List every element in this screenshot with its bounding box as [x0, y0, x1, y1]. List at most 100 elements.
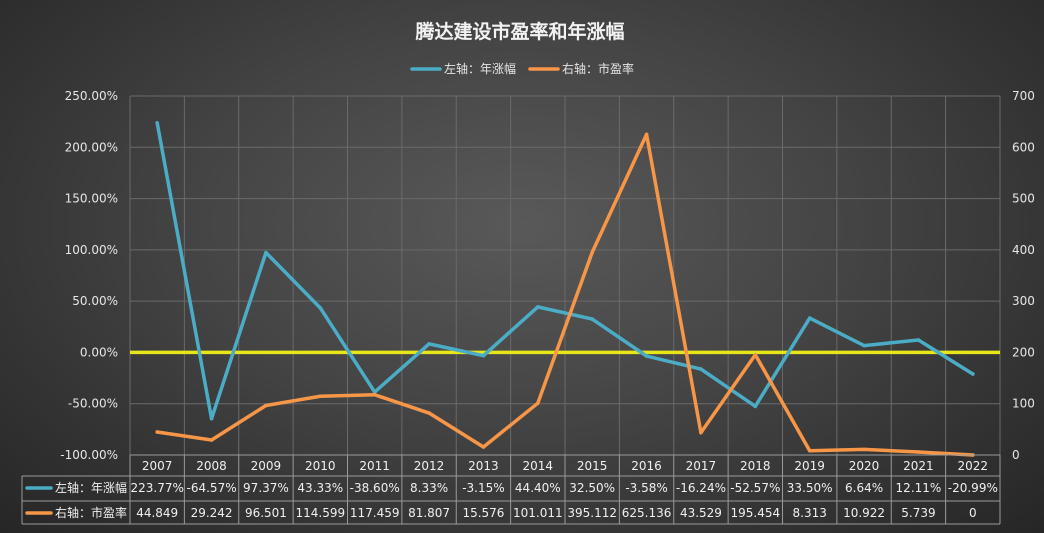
growth-data-point — [590, 317, 594, 321]
growth-data-point — [916, 338, 921, 342]
growth-series-line — [155, 121, 975, 421]
right-tick-label: 700 — [1012, 89, 1035, 103]
right-axis: 700 600 500 400 300 200 100 0 — [1012, 89, 1035, 462]
pe-data-label: 625.136 — [622, 506, 672, 520]
growth-data-label: -64.57% — [187, 481, 237, 495]
x-tick-label: 2017 — [686, 459, 717, 473]
x-tick-label: 2011 — [359, 459, 390, 473]
x-tick-label: 2021 — [903, 459, 934, 473]
pe-data-point — [264, 403, 268, 408]
pe-data-label: 29.242 — [191, 506, 233, 520]
growth-data-point — [807, 316, 812, 320]
pe-data-label: 5.739 — [901, 506, 935, 520]
growth-data-point — [753, 404, 758, 409]
growth-data-label: -3.58% — [625, 481, 667, 495]
right-tick-label: 0 — [1012, 448, 1020, 462]
growth-data-label: -3.15% — [462, 481, 504, 495]
growth-data-point — [372, 390, 377, 394]
growth-data-label: -20.99% — [948, 481, 998, 495]
data-table: 左轴：年涨幅 右轴：市盈率 2007 2008 2009 2010 2011 2012 20… — [21, 454, 1001, 525]
pe-data-point — [318, 394, 323, 399]
table-series-label-growth: 左轴：年涨幅 — [55, 480, 127, 495]
growth-data-point — [264, 250, 268, 255]
growth-data-label: 97.37% — [243, 481, 289, 495]
table-row-pe-header: 右轴：市盈率 — [25, 505, 127, 520]
x-tick-label: 2010 — [305, 459, 336, 473]
left-tick-label: 50.00% — [72, 294, 118, 308]
pe-data-label: 10.922 — [843, 506, 885, 520]
pe-data-label: 195.454 — [731, 506, 781, 520]
left-tick-label: 100.00% — [65, 243, 118, 257]
growth-data-label: 32.50% — [569, 481, 615, 495]
x-tick-label: 2016 — [631, 459, 662, 473]
pe-data-label: 81.807 — [408, 506, 450, 520]
pe-data-label: 101.011 — [513, 506, 563, 520]
pe-data-point — [372, 392, 377, 397]
legend-label-growth: 左轴：年涨幅 — [444, 61, 516, 76]
pe-data-label: 395.112 — [567, 506, 617, 520]
legend: 左轴：年涨幅 右轴：市盈率 — [410, 61, 634, 76]
pe-data-label: 43.529 — [680, 506, 722, 520]
pe-data-point — [699, 430, 703, 435]
pe-data-point — [427, 411, 431, 415]
pe-data-point — [916, 450, 921, 454]
right-tick-label: 400 — [1012, 243, 1035, 257]
pe-data-point — [209, 438, 214, 442]
growth-data-point — [699, 367, 703, 371]
growth-data-label: -52.57% — [730, 481, 780, 495]
pe-data-point — [155, 430, 159, 434]
pe-series-line — [155, 132, 975, 457]
growth-data-label: 33.50% — [787, 481, 833, 495]
right-tick-label: 500 — [1012, 192, 1035, 206]
pe-data-point — [807, 448, 812, 453]
x-tick-label: 2013 — [468, 459, 499, 473]
growth-data-label: 43.33% — [297, 481, 343, 495]
table-series-label-pe: 右轴：市盈率 — [55, 505, 127, 520]
growth-data-label: -16.24% — [676, 481, 726, 495]
growth-data-point — [155, 121, 159, 125]
x-tick-label: 2009 — [251, 459, 282, 473]
growth-data-point — [536, 305, 540, 309]
pe-data-label: 15.576 — [462, 506, 504, 520]
left-tick-label: -50.00% — [68, 397, 118, 411]
right-tick-label: 200 — [1012, 345, 1035, 359]
growth-data-label: 6.64% — [845, 481, 883, 495]
x-tick-label: 2008 — [196, 459, 227, 473]
growth-data-point — [862, 343, 866, 348]
growth-data-label: 223.77% — [130, 481, 183, 495]
pe-data-label: 44.849 — [136, 506, 178, 520]
growth-data-label: 12.11% — [896, 481, 942, 495]
growth-data-point — [427, 342, 431, 346]
left-axis: 250.00% 200.00% 150.00% 100.00% 50.00% 0.00% -… — [60, 89, 118, 462]
left-tick-label: -100.00% — [60, 448, 118, 462]
pe-data-point — [862, 447, 866, 452]
growth-data-point — [481, 353, 486, 358]
left-tick-label: 200.00% — [65, 140, 118, 154]
growth-data-label: -38.60% — [350, 481, 400, 495]
x-tick-label: 2018 — [740, 459, 771, 473]
left-tick-label: 0.00% — [80, 345, 118, 359]
growth-data-label: 8.33% — [410, 481, 448, 495]
pe-data-label: 96.501 — [245, 506, 287, 520]
series-lines — [155, 121, 975, 457]
right-tick-label: 300 — [1012, 294, 1035, 308]
growth-data-point — [209, 416, 214, 421]
pe-data-label: 8.313 — [793, 506, 827, 520]
table-row-growth-header: 左轴：年涨幅 — [25, 480, 127, 495]
pe-data-point — [644, 132, 649, 137]
x-tick-label: 2020 — [849, 459, 880, 473]
pe-data-point — [590, 250, 594, 255]
right-tick-label: 600 — [1012, 140, 1035, 154]
x-tick-label: 2014 — [523, 459, 554, 473]
growth-data-label: 44.40% — [515, 481, 561, 495]
chart-title: 腾达建设市盈率和年涨幅 — [414, 20, 624, 43]
pe-data-point — [481, 445, 486, 449]
x-tick-label: 2015 — [577, 459, 608, 473]
gridlines — [129, 95, 1001, 456]
legend-label-pe: 右轴：市盈率 — [562, 61, 634, 76]
growth-data-point — [644, 354, 649, 358]
x-tick-label: 2019 — [794, 459, 825, 473]
right-tick-label: 100 — [1012, 397, 1035, 411]
pe-data-point — [536, 401, 540, 405]
